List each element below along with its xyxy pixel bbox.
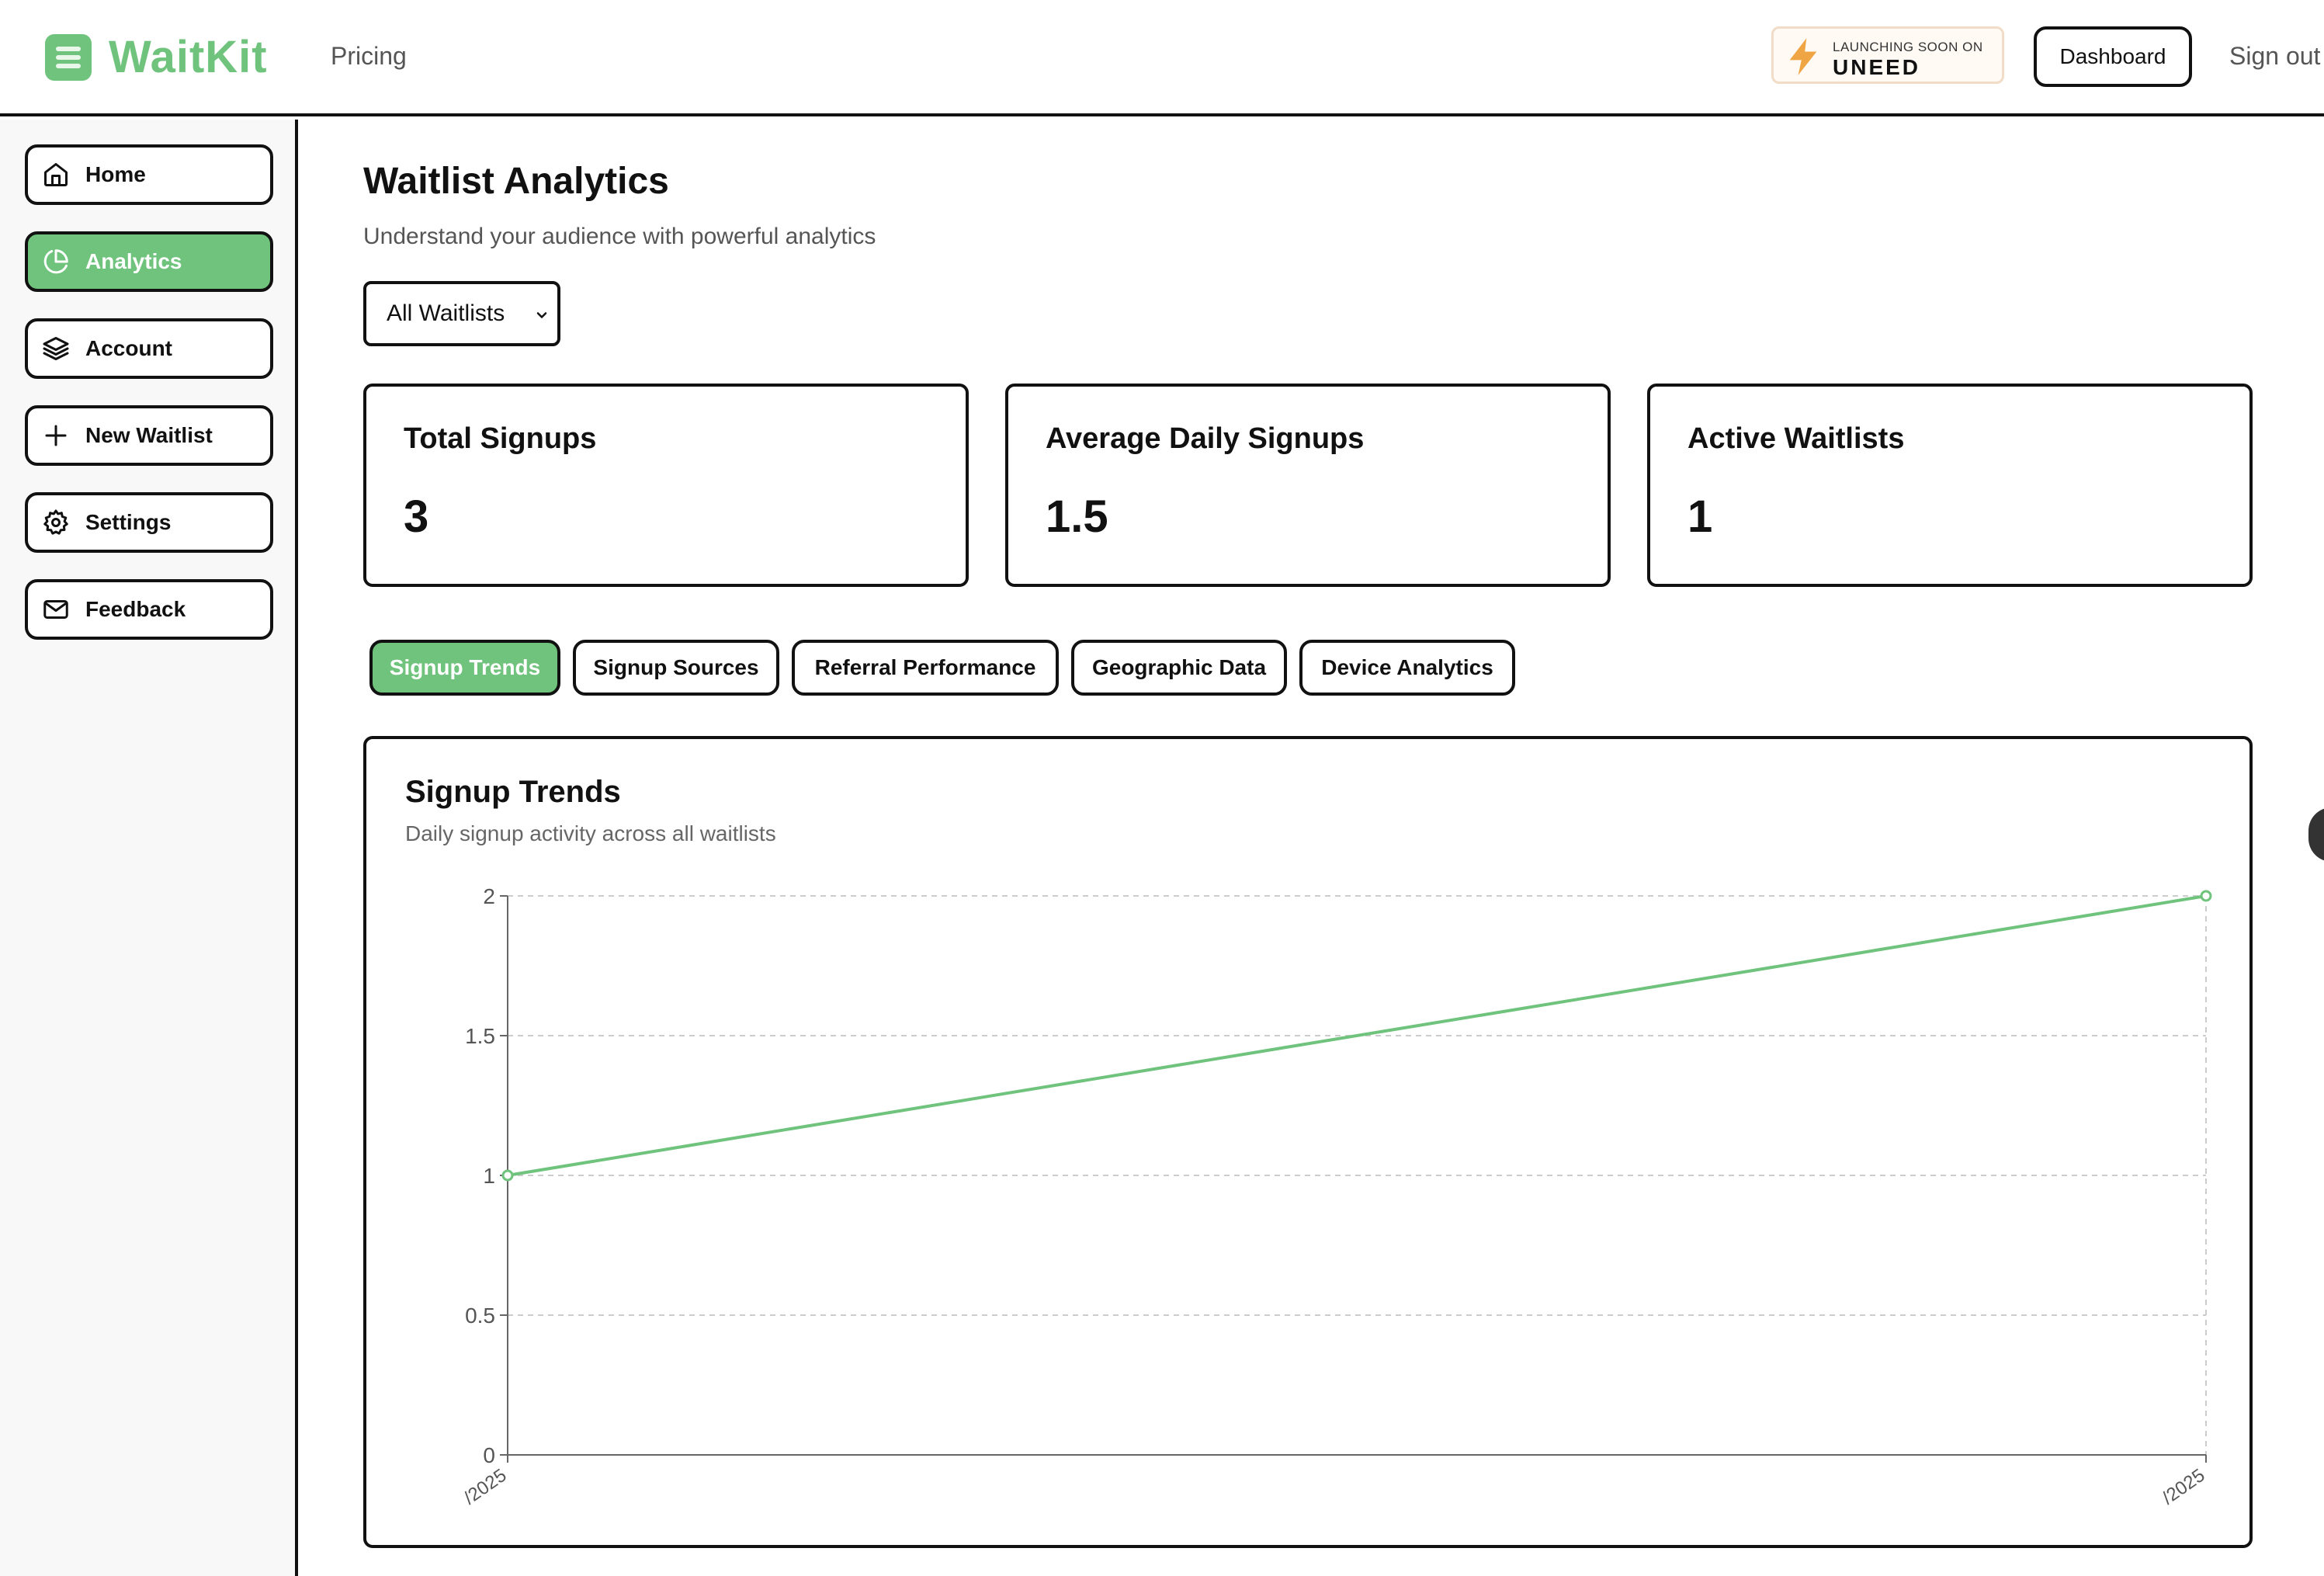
signout-link[interactable]: Sign out (2229, 42, 2321, 70)
x-tick-label: /2025 (2159, 1465, 2209, 1509)
waitlist-select[interactable]: All Waitlists (363, 281, 560, 346)
stat-title: Total Signups (404, 422, 597, 455)
tab-referral-performance[interactable]: Referral Performance (792, 640, 1059, 696)
mail-icon (43, 600, 68, 619)
tab-device-analytics[interactable]: Device Analytics (1299, 640, 1515, 696)
y-tick-label: 1.5 (465, 1024, 495, 1048)
stat-title: Average Daily Signups (1046, 422, 1365, 455)
y-tick-label: 2 (483, 884, 495, 908)
plus-icon (45, 425, 67, 446)
sidebar-item-label: Home (85, 162, 146, 186)
sidebar-item-feedback[interactable]: Feedback (25, 579, 273, 640)
brand-name: WaitKit (109, 32, 268, 82)
menu-list-icon (45, 33, 92, 81)
waitlist-select-value: All Waitlists (387, 300, 505, 326)
gear-icon (43, 509, 68, 535)
page-subtitle: Understand your audience with powerful a… (363, 224, 876, 249)
layers-icon (43, 337, 69, 360)
sidebar: Home Analytics Account New Waitlist Sett… (0, 120, 298, 1576)
sidebar-item-label: Feedback (85, 597, 186, 621)
dashboard-button[interactable]: Dashboard (2034, 26, 2192, 87)
brand-logo[interactable]: WaitKit (45, 31, 268, 83)
stat-card-active-waitlists: Active Waitlists 1 (1647, 384, 2253, 587)
sidebar-item-label: Analytics (85, 249, 182, 273)
stat-value: 3 (404, 491, 429, 542)
sidebar-item-label: New Waitlist (85, 423, 213, 447)
sidebar-item-home[interactable]: Home (25, 144, 273, 205)
pie-chart-icon (43, 249, 68, 274)
home-icon (44, 163, 68, 186)
sidebar-item-label: Settings (85, 510, 172, 534)
nav-pricing-link[interactable]: Pricing (331, 42, 407, 70)
x-tick-label: /2025 (460, 1465, 511, 1509)
uneed-launch-badge[interactable]: LAUNCHING SOON ON UNEED (1771, 26, 2004, 84)
signup-trends-chart: 0 0.5 1 1.5 2/2025/2025 (460, 884, 2212, 1509)
stat-card-total-signups: Total Signups 3 (363, 384, 969, 587)
stat-value: 1.5 (1046, 491, 1108, 542)
data-point (2200, 890, 2212, 902)
sidebar-item-settings[interactable]: Settings (25, 492, 273, 553)
chevron-down-icon (536, 312, 547, 318)
series-line (507, 894, 2207, 1177)
lightning-icon (1789, 38, 1817, 75)
sidebar-item-label: Account (85, 336, 172, 360)
chart-subtitle: Daily signup activity across all waitlis… (405, 821, 776, 845)
sidebar-item-new-waitlist[interactable]: New Waitlist (25, 405, 273, 466)
tab-signup-sources[interactable]: Signup Sources (573, 640, 779, 696)
floating-widget-handle[interactable] (2308, 807, 2324, 862)
tab-signup-trends[interactable]: Signup Trends (369, 640, 560, 696)
sidebar-item-account[interactable]: Account (25, 318, 273, 379)
data-point (501, 1169, 514, 1182)
stat-value: 1 (1688, 491, 1713, 542)
stat-card-average-daily-signups: Average Daily Signups 1.5 (1005, 384, 1611, 587)
chart-title: Signup Trends (405, 775, 621, 809)
page-title: Waitlist Analytics (363, 161, 669, 202)
y-tick-label: 1 (483, 1164, 495, 1188)
badge-caption: LAUNCHING SOON ON (1833, 40, 1983, 54)
badge-brand: UNEED (1833, 55, 1921, 79)
y-tick-label: 0 (483, 1443, 495, 1467)
y-tick-label: 0.5 (465, 1303, 495, 1328)
stat-title: Active Waitlists (1688, 422, 1905, 455)
tab-geographic-data[interactable]: Geographic Data (1071, 640, 1287, 696)
top-header: WaitKit Pricing LAUNCHING SOON ON UNEED … (0, 0, 2324, 116)
signup-trends-card: Signup Trends Daily signup activity acro… (363, 736, 2253, 1548)
sidebar-item-analytics[interactable]: Analytics (25, 231, 273, 292)
